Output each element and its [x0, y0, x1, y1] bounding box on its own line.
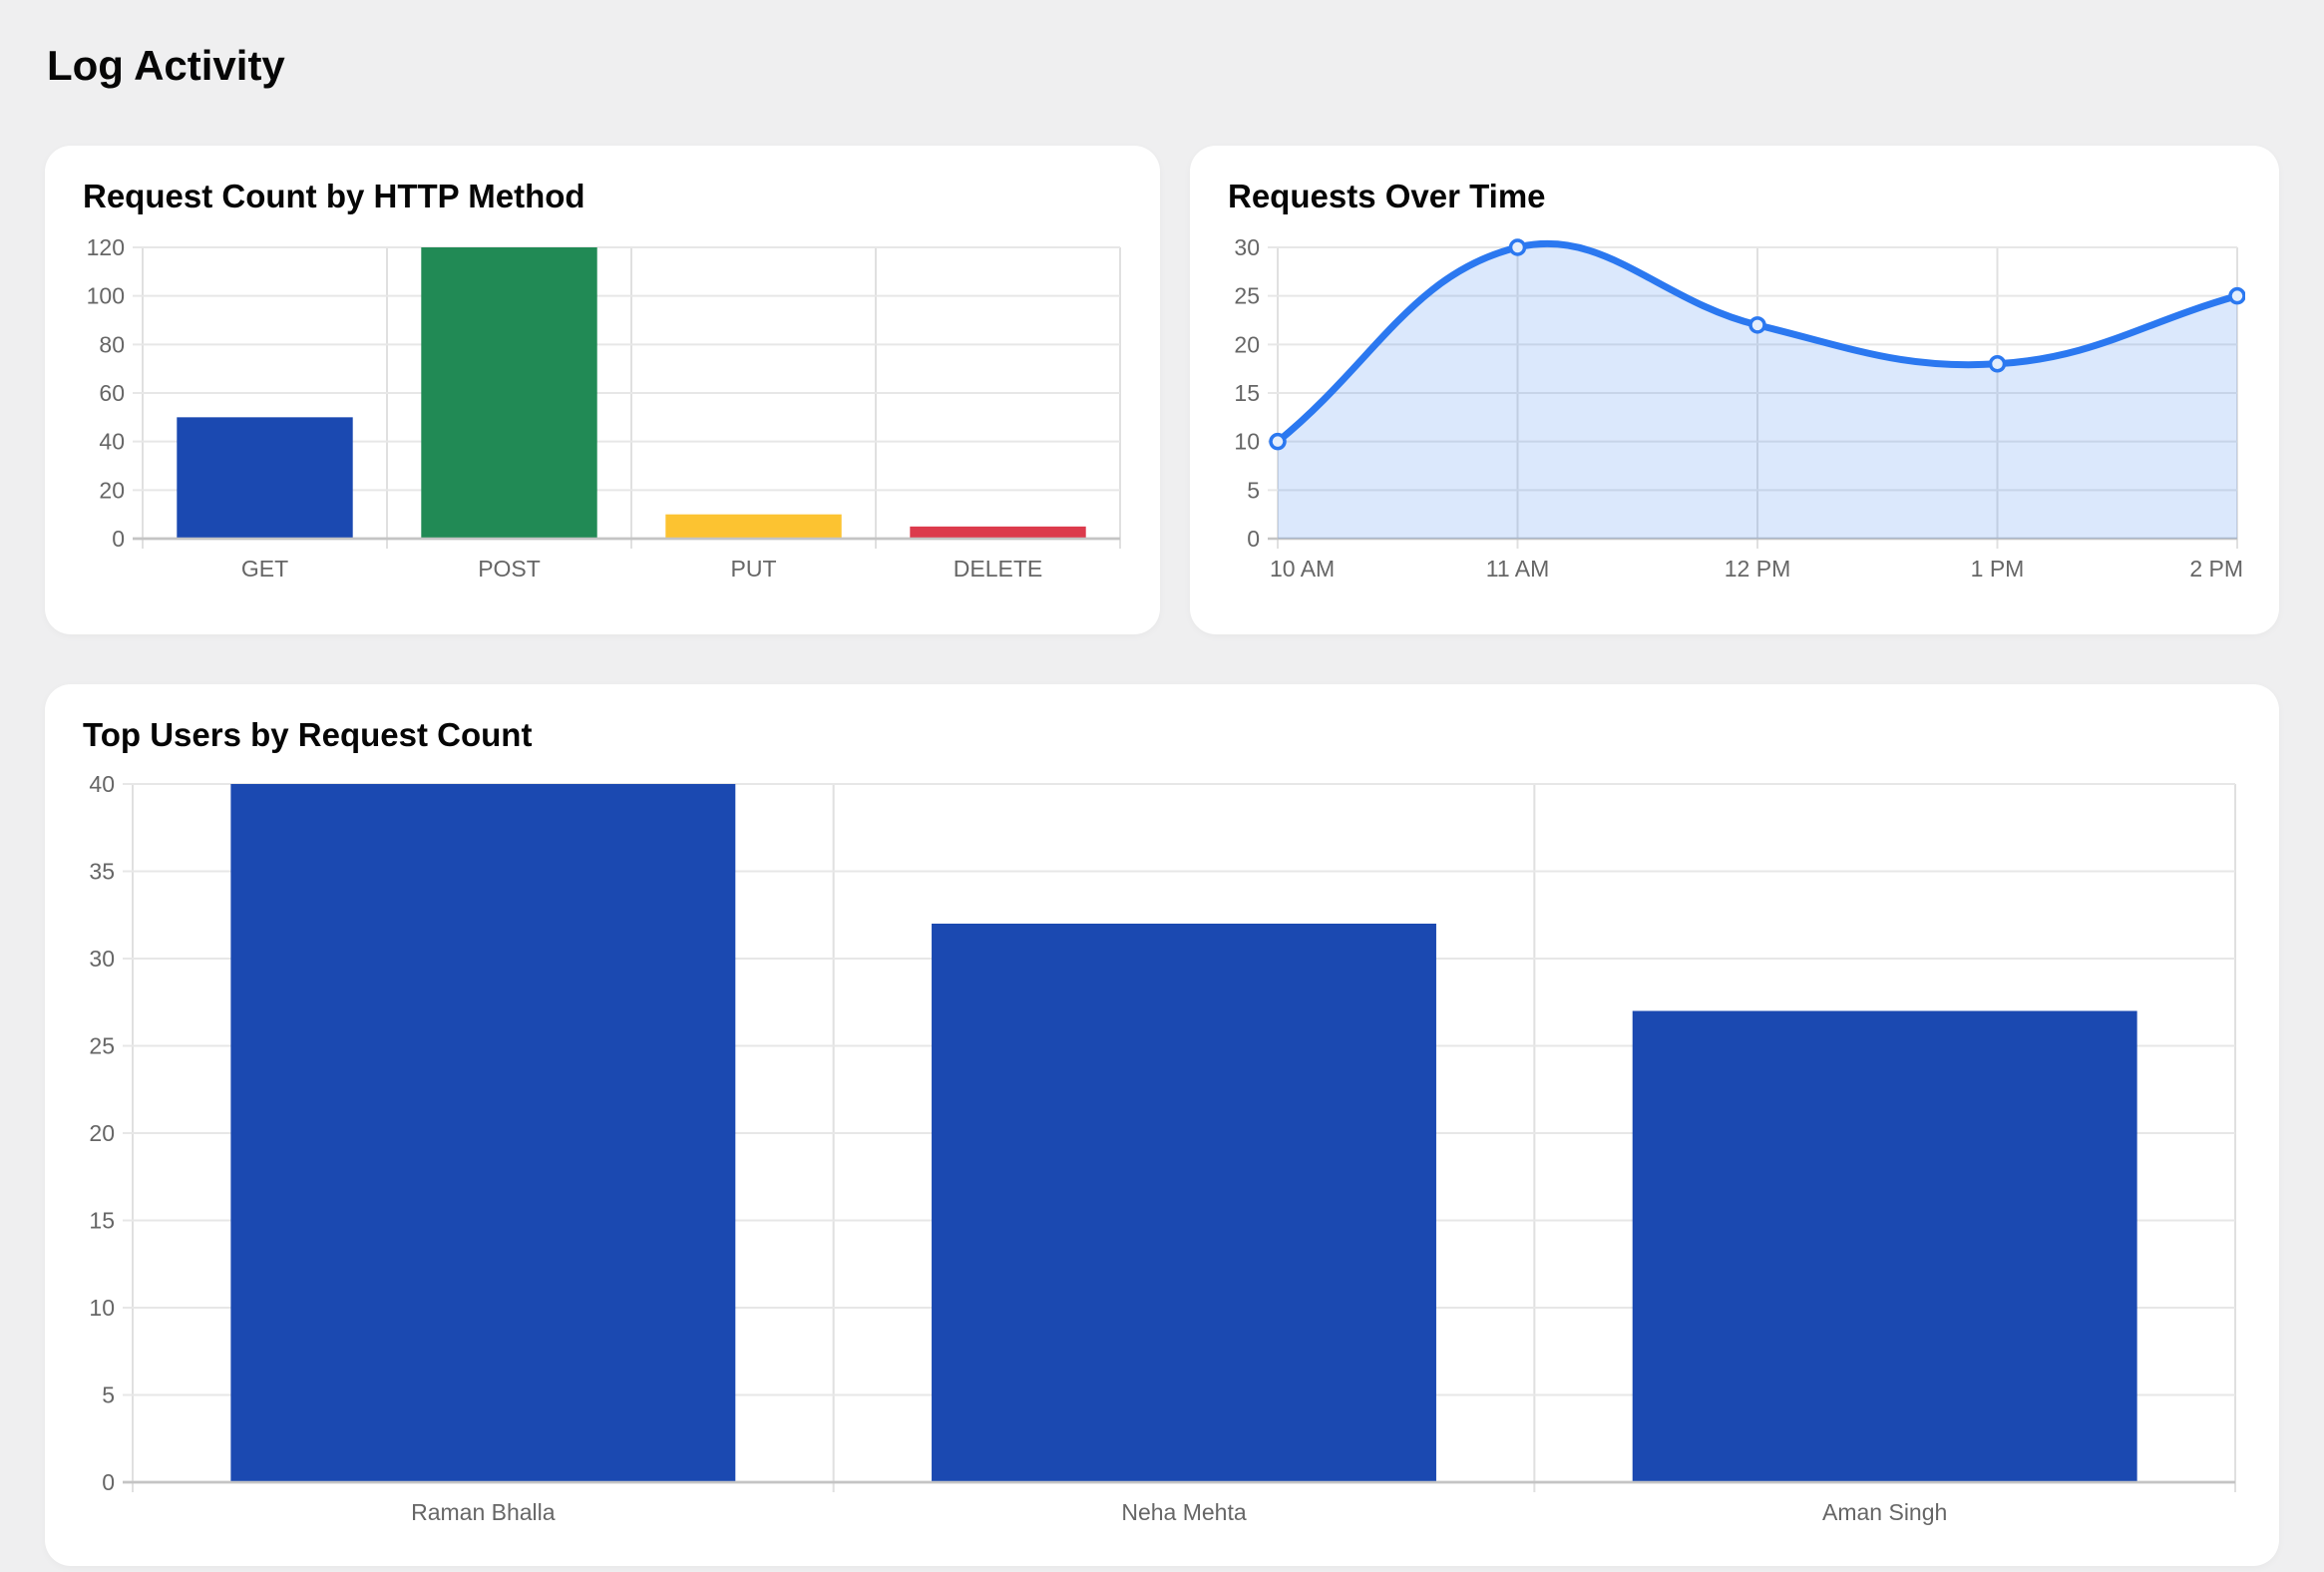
- svg-text:15: 15: [1234, 380, 1260, 406]
- svg-text:5: 5: [1247, 477, 1260, 503]
- svg-text:30: 30: [1234, 234, 1260, 260]
- svg-text:12 PM: 12 PM: [1725, 556, 1790, 582]
- chart-title-requests-over-time: Requests Over Time: [1228, 178, 1546, 214]
- svg-text:30: 30: [89, 946, 115, 972]
- data-point[interactable]: [2228, 286, 2245, 305]
- bars: [230, 784, 2137, 1483]
- svg-text:PUT: PUT: [731, 556, 777, 582]
- top-users-bar-chart[interactable]: 0 5 10 15 20 25 30 35 40 Raman Bhalla Neha Mehta Am…: [79, 770, 2245, 1532]
- data-point[interactable]: [1508, 238, 1527, 256]
- x-tick-labels: Raman Bhalla Neha Mehta Aman Singh: [411, 1499, 1947, 1525]
- x-gridlines: [1277, 247, 2238, 549]
- svg-text:100: 100: [87, 283, 125, 309]
- svg-text:20: 20: [99, 477, 125, 503]
- svg-text:Aman Singh: Aman Singh: [1822, 1499, 1947, 1525]
- svg-text:40: 40: [89, 771, 115, 797]
- data-point[interactable]: [1988, 355, 2007, 373]
- y-tick-labels: 0 5 10 15 20 25 30: [1234, 234, 1260, 552]
- y-tick-labels: 0 5 10 15 20 25 30 35 40: [89, 771, 115, 1495]
- bar[interactable]: [932, 924, 1436, 1482]
- svg-text:DELETE: DELETE: [954, 556, 1042, 582]
- svg-text:1 PM: 1 PM: [1971, 556, 2025, 582]
- svg-text:5: 5: [102, 1382, 115, 1408]
- y-tick-labels: 0 20 40 60 80 100 120: [87, 234, 125, 552]
- svg-text:15: 15: [89, 1208, 115, 1234]
- bar[interactable]: [910, 526, 1086, 539]
- svg-text:25: 25: [1234, 283, 1260, 309]
- svg-text:10 AM: 10 AM: [1270, 556, 1335, 582]
- svg-text:20: 20: [89, 1120, 115, 1146]
- svg-text:120: 120: [87, 234, 125, 260]
- requests-over-time-line-chart[interactable]: 0 5 10 15 20 25 30 10 AM 11 AM 12 PM 1 PM 2 PM: [1224, 231, 2245, 583]
- data-point[interactable]: [1269, 432, 1287, 451]
- svg-text:Raman Bhalla: Raman Bhalla: [411, 1499, 556, 1525]
- x-gridlines: [142, 247, 1121, 549]
- svg-text:40: 40: [99, 429, 125, 455]
- svg-text:35: 35: [89, 859, 115, 885]
- card-http-method: Request Count by HTTP Method 0 20 40 60 80 10…: [45, 146, 1160, 634]
- chart-title-top-users: Top Users by Request Count: [83, 716, 533, 753]
- svg-text:20: 20: [1234, 331, 1260, 357]
- svg-text:Neha Mehta: Neha Mehta: [1121, 1499, 1247, 1525]
- x-tick-labels: GET POST PUT DELETE: [241, 556, 1042, 582]
- bar[interactable]: [665, 514, 842, 539]
- bar[interactable]: [177, 417, 353, 539]
- card-requests-over-time: Requests Over Time 0 5 10 15 20 25 30 10 AM 11 A…: [1190, 146, 2279, 634]
- svg-text:80: 80: [99, 331, 125, 357]
- svg-text:0: 0: [102, 1469, 115, 1495]
- data-point[interactable]: [1748, 316, 1766, 334]
- svg-text:11 AM: 11 AM: [1486, 556, 1550, 582]
- bar[interactable]: [230, 784, 736, 1482]
- page-title: Log Activity: [47, 42, 285, 89]
- svg-text:10: 10: [1234, 429, 1260, 455]
- bar[interactable]: [1632, 1010, 2137, 1483]
- chart-title-http-method: Request Count by HTTP Method: [83, 178, 585, 214]
- card-top-users: Top Users by Request Count 0 5 10 15 20 25 30 3…: [45, 684, 2279, 1566]
- svg-text:GET: GET: [241, 556, 288, 582]
- svg-text:10: 10: [89, 1295, 115, 1321]
- svg-text:2 PM: 2 PM: [2189, 556, 2243, 582]
- svg-text:0: 0: [112, 526, 125, 552]
- svg-text:0: 0: [1247, 526, 1260, 552]
- y-gridlines: [1268, 246, 2237, 541]
- data-points: [1269, 238, 2245, 451]
- svg-text:POST: POST: [478, 556, 541, 582]
- http-method-bar-chart[interactable]: 0 20 40 60 80 100 120 GET POST PUT DELETE: [79, 231, 1126, 583]
- bars: [177, 247, 1086, 539]
- area-fill: [1278, 243, 2237, 539]
- svg-text:25: 25: [89, 1033, 115, 1059]
- svg-text:60: 60: [99, 380, 125, 406]
- charts-row: Request Count by HTTP Method 0 20 40 60 80 10…: [45, 146, 2279, 634]
- x-tick-labels: 10 AM 11 AM 12 PM 1 PM 2 PM: [1270, 556, 2243, 582]
- bar[interactable]: [421, 247, 597, 539]
- x-gridlines: [132, 784, 2236, 1492]
- line-series: [1274, 239, 2241, 446]
